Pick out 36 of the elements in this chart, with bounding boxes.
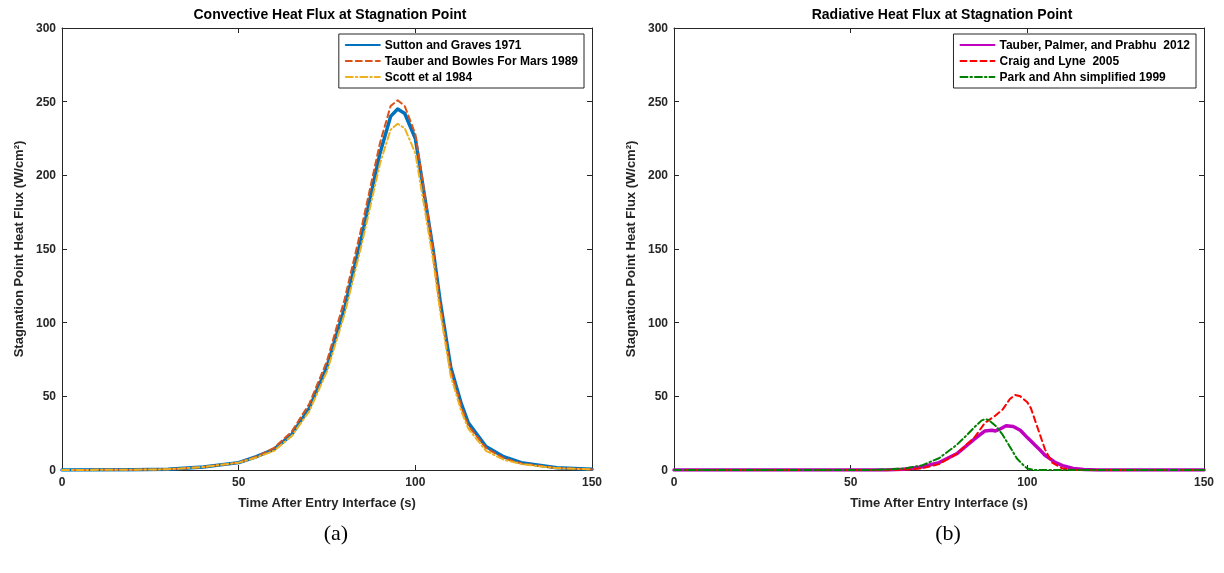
legend-label: Tauber and Bowles For Mars 1989 bbox=[384, 54, 579, 68]
y-tick-label: 200 bbox=[647, 168, 669, 183]
y-tick-label: 0 bbox=[661, 463, 669, 477]
y-tick-label: 300 bbox=[647, 21, 669, 35]
x-tick-label: 150 bbox=[581, 475, 603, 489]
legend-label: Tauber, Palmer, and Prabhu 2012 bbox=[999, 38, 1191, 52]
y-tick-label: 100 bbox=[35, 315, 57, 330]
y-tick-label: 50 bbox=[42, 389, 57, 404]
x-tick-label: 0 bbox=[670, 475, 678, 489]
text: (b) bbox=[934, 520, 962, 546]
x-tick-label: 100 bbox=[1017, 475, 1038, 489]
y-tick-label: 250 bbox=[647, 94, 669, 109]
x-tick-label: 150 bbox=[1193, 475, 1215, 489]
legend-label: Craig and Lyne 2005 bbox=[999, 54, 1120, 68]
legend-label: Park and Ahn simplified 1999 bbox=[999, 70, 1167, 84]
y-tick-label: 50 bbox=[654, 389, 669, 404]
legend-label: Sutton and Graves 1971 bbox=[384, 38, 522, 52]
x-tick-label: 100 bbox=[405, 475, 426, 489]
y-tick-label: 250 bbox=[35, 94, 57, 109]
x-axis-title: Time After Entry Interface (s) bbox=[850, 495, 1028, 510]
y-tick-label: 300 bbox=[35, 21, 57, 35]
legend-label: Scott et al 1984 bbox=[384, 70, 473, 84]
y-tick-label: 150 bbox=[647, 242, 669, 256]
y-axis-title: Stagnation Point Heat Flux (W/cm²) bbox=[11, 140, 27, 358]
chart-title: Convective Heat Flux at Stagnation Point bbox=[193, 6, 467, 22]
chart-title: Radiative Heat Flux at Stagnation Point bbox=[811, 6, 1073, 22]
x-tick-label: 50 bbox=[231, 475, 246, 489]
y-tick-label: 150 bbox=[35, 242, 57, 256]
x-axis-title: Time After Entry Interface (s) bbox=[238, 495, 416, 510]
y-axis-title: Stagnation Point Heat Flux (W/cm²) bbox=[623, 140, 639, 358]
y-tick-label: 100 bbox=[647, 315, 669, 330]
x-tick-label: 50 bbox=[843, 475, 858, 489]
y-tick-label: 200 bbox=[35, 168, 57, 183]
x-tick-label: 0 bbox=[58, 475, 66, 489]
y-tick-label: 0 bbox=[49, 463, 57, 477]
text: (a) bbox=[322, 520, 350, 546]
